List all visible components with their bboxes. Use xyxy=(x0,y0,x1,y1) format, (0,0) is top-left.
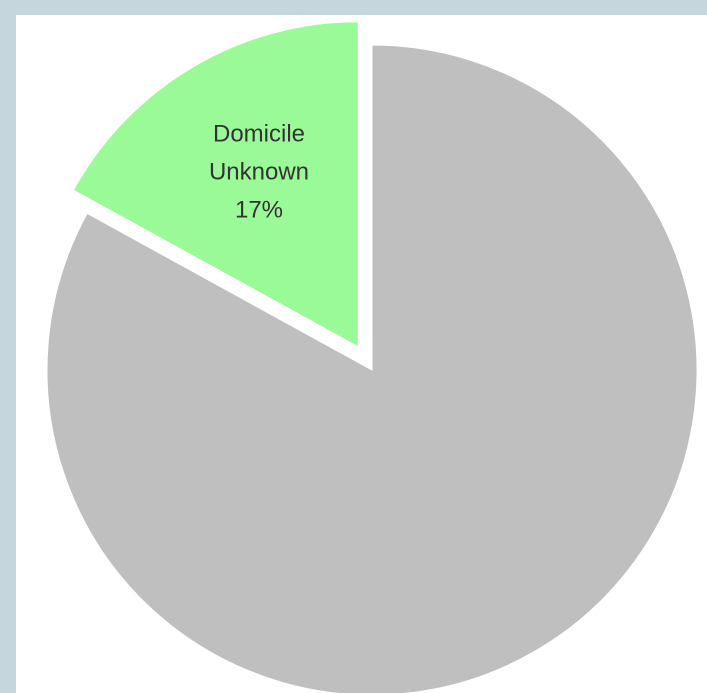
pie-slice-0 xyxy=(72,21,359,348)
slice-label-line: Unknown xyxy=(209,158,309,185)
pie-slice-1 xyxy=(46,44,698,693)
pie-slices xyxy=(46,21,698,693)
pie-labels: Domicile Unknown 17% xyxy=(209,120,309,223)
slice-label-line: Domicile xyxy=(213,120,305,147)
slice-label-line: 17% xyxy=(235,196,283,223)
